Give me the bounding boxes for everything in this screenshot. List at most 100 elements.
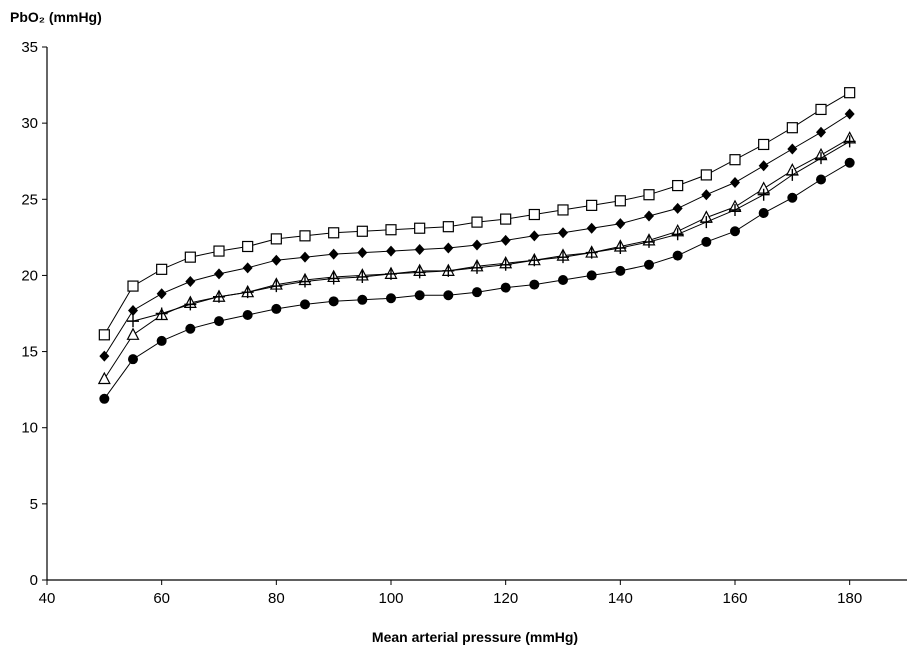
filled-diamond-marker — [386, 245, 396, 257]
filled-circle-marker — [844, 157, 855, 168]
y-tick-label: 25 — [21, 191, 38, 208]
plus-marker — [671, 228, 684, 241]
filled-diamond-marker — [529, 230, 540, 242]
filled-circle-marker — [443, 290, 454, 301]
filled-diamond-marker — [99, 350, 110, 362]
filled-diamond-marker — [644, 210, 654, 222]
filled-diamond-marker — [443, 242, 454, 254]
plus-marker — [729, 203, 741, 216]
filled-diamond-marker — [730, 177, 740, 189]
plus-marker — [241, 286, 254, 299]
y-axis-label: PbO₂ (mmHg) — [10, 9, 102, 25]
filled-circle-marker — [214, 316, 224, 327]
filled-circle-marker — [300, 299, 310, 310]
filled-diamond-marker — [357, 247, 368, 259]
plus-marker — [356, 270, 369, 283]
open-square-marker — [242, 240, 254, 253]
axes — [46, 47, 907, 581]
filled-circle-marker — [156, 335, 167, 346]
filled-circle-marker — [357, 294, 368, 305]
plus-marker — [815, 152, 827, 165]
open-square-marker — [758, 138, 770, 151]
filled-diamond-marker — [414, 244, 425, 256]
filled-diamond-marker — [844, 108, 855, 120]
y-tick-label: 10 — [21, 420, 38, 437]
open-square-marker — [385, 224, 397, 236]
open-square-marker — [700, 169, 712, 181]
open-square-marker — [586, 199, 598, 211]
series-layer — [97, 87, 857, 404]
plus-marker — [442, 264, 455, 277]
filled-circle-marker — [787, 192, 798, 203]
plus-marker — [327, 272, 340, 285]
filled-diamond-marker — [787, 143, 798, 155]
open-square-marker — [442, 221, 454, 233]
filled-circle-marker — [586, 270, 597, 281]
open-square-marker — [414, 222, 426, 234]
plus-marker — [614, 242, 627, 255]
open-square-marker — [270, 233, 282, 245]
x-tick-label: 40 — [39, 590, 56, 607]
plus-marker — [213, 290, 225, 303]
filled-circle-marker — [414, 290, 425, 301]
plus-marker — [299, 275, 311, 288]
y-tick-label: 35 — [21, 39, 38, 56]
filled-diamond-marker — [214, 268, 224, 280]
series-3 — [97, 131, 857, 385]
x-tick-label: 140 — [608, 590, 633, 607]
plus-marker — [700, 216, 713, 229]
open-square-marker — [815, 103, 827, 116]
plus-marker — [385, 267, 397, 280]
filled-diamond-marker — [271, 254, 282, 266]
filled-diamond-marker — [672, 202, 683, 214]
filled-circle-marker — [128, 354, 138, 365]
plus-marker — [155, 307, 168, 320]
filled-circle-marker — [242, 310, 253, 321]
plus-marker — [499, 258, 512, 271]
filled-diamond-marker — [758, 160, 769, 172]
filled-diamond-marker — [816, 126, 826, 138]
filled-circle-marker — [500, 282, 511, 293]
x-tick-label: 160 — [722, 590, 747, 607]
filled-diamond-marker — [701, 189, 712, 201]
plus-marker — [643, 235, 655, 248]
series-5 — [99, 157, 855, 404]
filled-diamond-marker — [586, 222, 597, 234]
filled-circle-marker — [472, 287, 482, 298]
x-tick-label: 60 — [153, 590, 170, 607]
plus-marker — [757, 188, 770, 201]
x-tick-label: 100 — [378, 590, 403, 607]
open-square-marker — [184, 251, 196, 263]
open-square-marker — [672, 179, 684, 192]
filled-circle-marker — [99, 393, 110, 404]
open-square-marker — [299, 230, 311, 242]
x-tick-label: 180 — [837, 590, 862, 607]
filled-diamond-marker — [472, 239, 482, 251]
open-square-marker — [127, 280, 139, 292]
open-square-marker — [557, 204, 569, 216]
filled-diamond-marker — [328, 248, 339, 260]
filled-circle-marker — [644, 259, 654, 270]
series-2 — [99, 108, 855, 362]
filled-diamond-marker — [242, 262, 253, 274]
y-tick-label: 15 — [21, 344, 38, 361]
filled-diamond-marker — [185, 276, 196, 288]
ticks: 0 5 10 15 20 25 30 35 40 60 80 100 120 140 160 180 — [21, 39, 862, 607]
open-square-marker — [156, 263, 168, 275]
filled-circle-marker — [816, 174, 826, 185]
filled-diamond-marker — [300, 251, 310, 263]
plus-marker — [270, 280, 283, 293]
plus-marker — [471, 261, 483, 274]
open-square-marker — [471, 216, 483, 228]
filled-circle-marker — [701, 236, 712, 247]
filled-circle-marker — [328, 296, 339, 307]
filled-diamond-marker — [128, 304, 138, 316]
filled-circle-marker — [271, 303, 282, 314]
filled-circle-marker — [558, 274, 568, 285]
filled-diamond-marker — [500, 234, 511, 246]
plus-marker — [557, 251, 569, 264]
filled-circle-marker — [529, 279, 540, 290]
x-tick-label: 80 — [268, 590, 285, 607]
filled-circle-marker — [730, 226, 740, 237]
